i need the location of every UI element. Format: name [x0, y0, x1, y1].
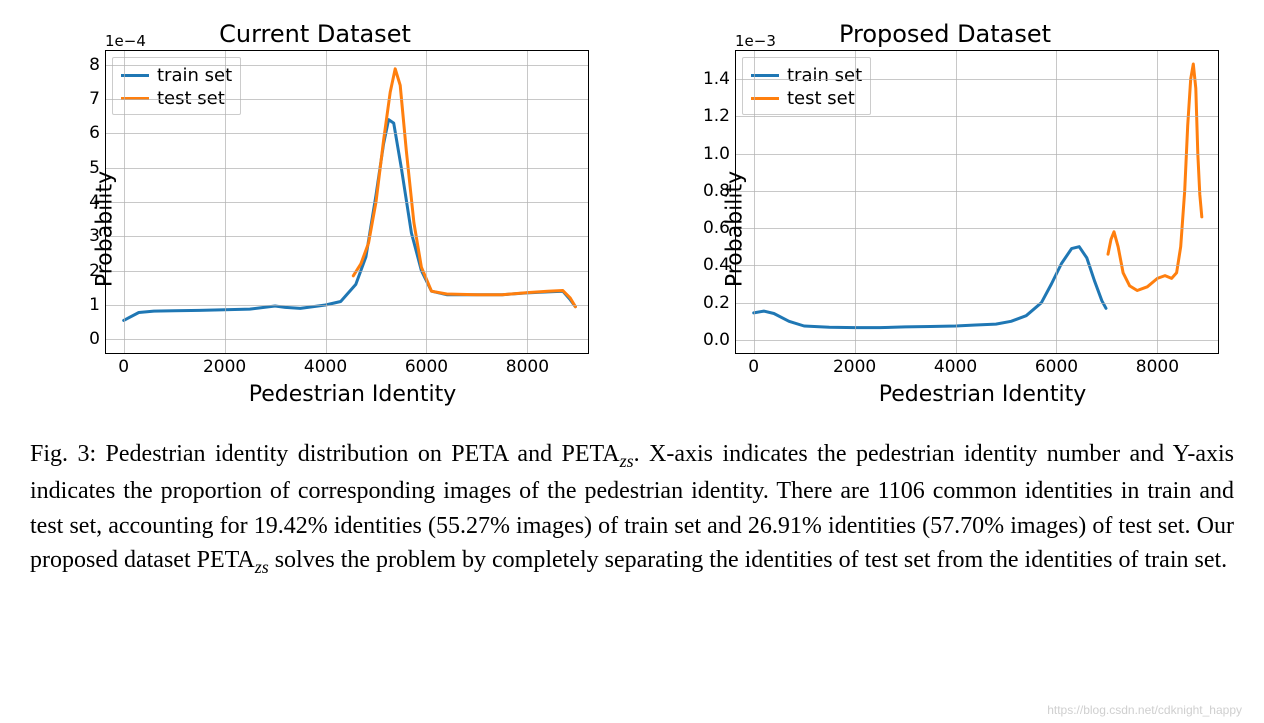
legend-swatch-train — [751, 74, 779, 77]
legend-swatch-test — [751, 97, 779, 100]
ytick-label: 7 — [89, 89, 106, 109]
figure-container: Current Dataset 1e−4 train set test set — [30, 20, 1234, 580]
chart2-legend: train set test set — [742, 57, 871, 115]
ytick-label: 1.0 — [703, 144, 736, 164]
chart-proposed-dataset: Proposed Dataset 1e−3 train set test set — [660, 20, 1230, 407]
ytick-label: 0 — [89, 329, 106, 349]
xtick-label: 0 — [118, 353, 129, 377]
xtick-label: 2000 — [203, 353, 246, 377]
xtick-label: 8000 — [506, 353, 549, 377]
chart2-plot-area: train set test set 0.00.20.40.60.81.01.2… — [735, 50, 1219, 354]
series-train — [754, 247, 1106, 328]
caption-fig-label: Fig. 3: — [30, 441, 96, 467]
legend-item-train: train set — [121, 65, 232, 86]
xtick-label: 4000 — [304, 353, 347, 377]
charts-row: Current Dataset 1e−4 train set test set — [30, 20, 1234, 407]
legend-label-train: train set — [157, 65, 232, 86]
ytick-label: 0.2 — [703, 293, 736, 313]
chart1-exponent: 1e−4 — [105, 32, 146, 50]
series-test — [1108, 64, 1202, 291]
chart1-plot-area: train set test set 012345678020004000600… — [105, 50, 589, 354]
chart-current-dataset: Current Dataset 1e−4 train set test set — [30, 20, 600, 407]
caption-text-3: solves the problem by completely separat… — [269, 547, 1227, 573]
caption-text-1: Pedestrian identity distribution on PETA… — [96, 441, 619, 467]
chart1-ylabel: Probability — [93, 170, 118, 286]
legend-item-train: train set — [751, 65, 862, 86]
ytick-label: 1.4 — [703, 69, 736, 89]
ytick-label: 8 — [89, 55, 106, 75]
caption-sub-2: zs — [255, 557, 269, 577]
legend-swatch-train — [121, 74, 149, 77]
series-train — [124, 120, 576, 321]
ytick-label: 6 — [89, 123, 106, 143]
xtick-label: 0 — [748, 353, 759, 377]
legend-label-train: train set — [787, 65, 862, 86]
caption-sub-1: zs — [620, 451, 634, 471]
xtick-label: 6000 — [405, 353, 448, 377]
legend-item-test: test set — [751, 88, 862, 109]
ytick-label: 0.0 — [703, 330, 736, 350]
xtick-label: 2000 — [833, 353, 876, 377]
chart2-ylabel: Probability — [723, 170, 748, 286]
chart2-xlabel: Pedestrian Identity — [735, 382, 1230, 407]
figure-caption: Fig. 3: Pedestrian identity distribution… — [30, 437, 1234, 580]
watermark: https://blog.csdn.net/cdknight_happy — [1047, 703, 1242, 717]
xtick-label: 8000 — [1136, 353, 1179, 377]
xtick-label: 4000 — [934, 353, 977, 377]
chart1-xlabel: Pedestrian Identity — [105, 382, 600, 407]
ytick-label: 1.2 — [703, 106, 736, 126]
xtick-label: 6000 — [1035, 353, 1078, 377]
legend-label-test: test set — [787, 88, 855, 109]
ytick-label: 1 — [89, 295, 106, 315]
chart2-exponent: 1e−3 — [735, 32, 776, 50]
